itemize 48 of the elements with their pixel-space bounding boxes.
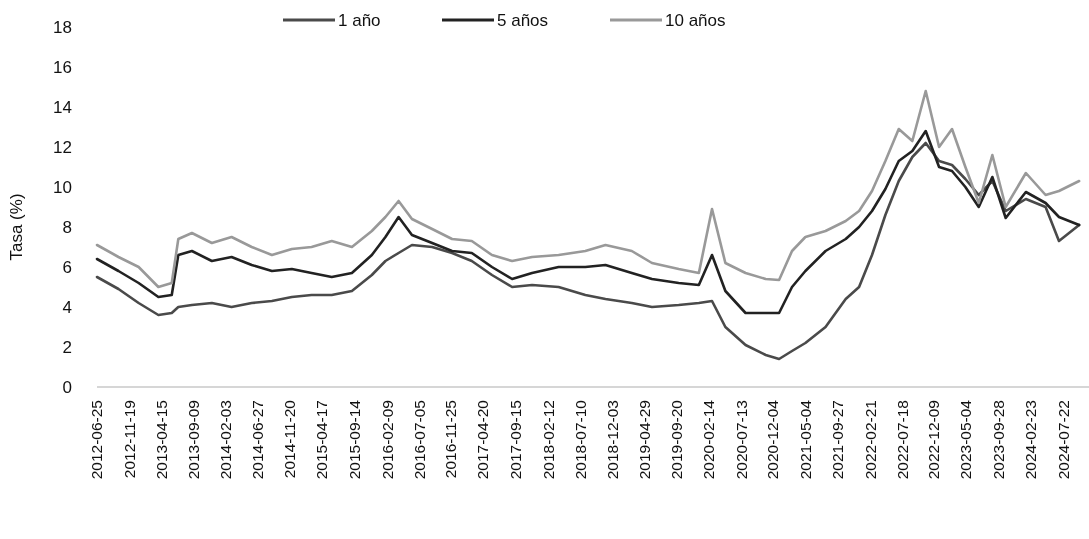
x-tick-label: 2022-07-18	[893, 400, 911, 480]
x-tick-label: 2015-04-17	[313, 400, 331, 480]
y-axis-title: Tasa (%)	[7, 193, 26, 261]
y-tick-label: 18	[53, 17, 72, 37]
y-tick-label: 14	[53, 97, 72, 117]
x-tick-label: 2018-07-10	[571, 399, 589, 480]
x-tick-label: 2023-09-28	[989, 400, 1007, 480]
x-tick-label: 2014-11-20	[280, 399, 298, 479]
x-tick-label: 2012-06-25	[88, 400, 106, 480]
x-tick-label: 2016-11-25	[442, 400, 460, 479]
y-tick-label: 16	[53, 57, 72, 77]
y-tick-label: 4	[62, 297, 72, 317]
line-series	[95, 89, 1081, 289]
legend-label: 10 años	[665, 10, 726, 30]
x-tick-label: 2012-11-19	[120, 400, 138, 479]
x-tick-label: 2024-02-23	[1022, 400, 1040, 480]
x-tick-label: 2016-02-09	[378, 400, 396, 480]
y-tick-label: 12	[53, 137, 72, 157]
y-tick-label: 2	[62, 337, 72, 357]
y-tick-label: 6	[62, 257, 72, 277]
x-tick-label: 2022-02-21	[861, 400, 879, 480]
x-tick-label: 2023-05-04	[957, 399, 975, 480]
legend-label: 1 año	[338, 10, 381, 30]
x-tick-label: 2014-02-03	[217, 400, 235, 480]
x-tick-label: 2013-09-09	[185, 400, 203, 480]
x-tick-label: 2024-07-22	[1055, 400, 1072, 480]
x-tick-label: 2015-09-14	[346, 399, 364, 480]
y-tick-label: 0	[62, 377, 72, 397]
x-tick-label: 2020-12-04	[764, 399, 782, 480]
x-tick-label: 2017-09-15	[506, 400, 524, 480]
x-tick-label: 2017-04-20	[474, 399, 492, 480]
y-tick-label: 10	[53, 177, 72, 197]
y-tick-label: 8	[62, 217, 72, 237]
x-tick-label: 2016-07-05	[410, 400, 428, 480]
x-tick-label: 2020-07-13	[732, 400, 750, 480]
x-tick-label: 2018-12-03	[603, 400, 621, 480]
x-tick-label: 2013-04-15	[152, 400, 170, 480]
x-tick-label: 2019-04-29	[636, 400, 654, 480]
x-tick-label: 2020-02-14	[699, 399, 717, 480]
line-series	[95, 141, 1081, 361]
x-tick-label: 2014-06-27	[248, 400, 266, 480]
x-tick-label: 2021-05-04	[797, 399, 815, 480]
x-tick-label: 2021-09-27	[829, 400, 847, 480]
legend-label: 5 años	[497, 10, 549, 30]
x-tick-label: 2022-12-09	[925, 400, 943, 480]
x-tick-label: 2018-02-12	[539, 400, 557, 480]
x-tick-label: 2019-09-20	[667, 399, 685, 480]
line-series	[95, 129, 1081, 315]
